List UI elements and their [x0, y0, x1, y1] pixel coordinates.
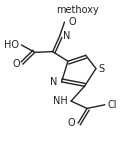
Text: Cl: Cl: [107, 100, 117, 110]
Text: N: N: [64, 31, 71, 41]
Text: O: O: [13, 59, 20, 69]
Text: N: N: [50, 77, 58, 87]
Text: NH: NH: [53, 96, 67, 106]
Text: S: S: [99, 64, 105, 74]
Text: methoxy: methoxy: [56, 5, 99, 15]
Text: O: O: [68, 17, 76, 27]
Text: O: O: [68, 118, 76, 128]
Text: HO: HO: [4, 40, 19, 50]
